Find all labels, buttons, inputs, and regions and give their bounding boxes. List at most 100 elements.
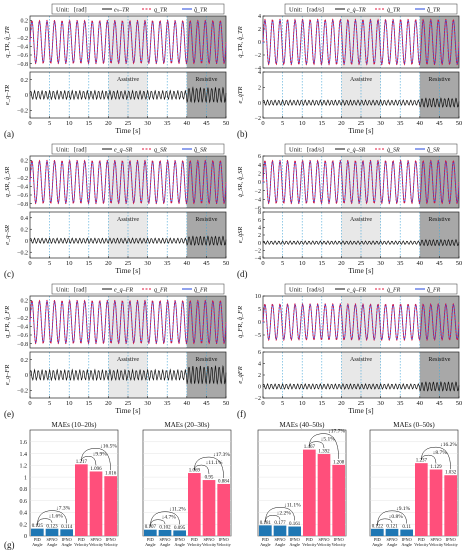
bottom-y-axis-label: e_q̇SR [237, 227, 244, 244]
bar-value-label: 0.121 [386, 524, 398, 529]
improvement-label: ↓17.3% [213, 452, 230, 458]
y-tick-label: 2 [258, 27, 261, 33]
bar-category-label: PID [374, 537, 381, 542]
y-tick-label: 5 [258, 307, 261, 313]
bar-value-label: 0.114 [61, 525, 73, 530]
resistive-label: Resistive [428, 77, 450, 83]
x-tick-label: 35 [397, 400, 404, 407]
series-error-line [29, 86, 227, 104]
series-error-line [262, 381, 460, 392]
panel-g: 1.6 1.4 1.2 1 0.8 0.6 0.4 0.2 0 MAEs (10–20s) 0.12… [4, 421, 459, 550]
legend-box [284, 143, 458, 155]
x-tick-label: 30 [377, 400, 384, 407]
y-tick-label: 4 [258, 163, 261, 169]
improvement-label: ↓16.2% [440, 442, 457, 448]
y-tick-label: −0.8 [17, 202, 28, 208]
bar-category-label: Velocity [74, 542, 89, 547]
legend-unit-label: Unit: [289, 287, 303, 294]
improvement-label: ↓11.1% [284, 502, 301, 508]
resistive-label: Resistive [428, 357, 450, 363]
legend-unit-label: Unit: [56, 7, 70, 14]
x-tick-label: 10 [299, 260, 306, 267]
improvement-bracket [421, 446, 451, 470]
bar [173, 530, 186, 536]
bar-value-label: 0.884 [218, 479, 230, 484]
bar-value-label: 0.102 [159, 525, 171, 530]
y-tick-label: −6 [255, 206, 261, 212]
x-tick-label: 40 [184, 120, 191, 127]
series-actual-line [262, 303, 460, 341]
bar-category-label: SPNO [204, 537, 215, 542]
legend-entry: e_q–FR [114, 288, 133, 294]
y-tick-label: −0.4 [17, 185, 28, 191]
bar [188, 473, 201, 536]
x-tick-label: 40 [184, 260, 191, 267]
improvement-label: ↓1.6% [49, 514, 64, 520]
x-tick-label: 10 [299, 400, 306, 407]
resistive-label: Resistive [195, 77, 217, 83]
y-tick-label: 0.2 [21, 78, 29, 84]
x-axis-label: Time [s] [348, 266, 373, 275]
legend: Unit: [rad/s] e_q̇–TR q̇_TR q̇̂_TR [284, 3, 458, 15]
bar [288, 526, 301, 536]
x-axis-label: Time [s] [348, 126, 373, 135]
y-tick-label: 2 [258, 373, 261, 379]
bar-category-label: Angle [387, 542, 398, 547]
x-tick-label: 35 [164, 260, 171, 267]
y-tick-label: −4 [255, 198, 261, 204]
y-tick-label: 2 [258, 233, 261, 239]
series-actual-line [262, 159, 460, 205]
bar-category-label: Angle [289, 542, 300, 547]
y-tick-label: 0 [258, 320, 261, 326]
resistive-label: Resistive [428, 217, 450, 223]
assistive-label: Assistive [350, 77, 372, 83]
resistive-region [186, 352, 226, 398]
legend-entry: q̇̂_SR [427, 148, 440, 154]
improvement-bracket [194, 456, 224, 478]
improvement-label: ↓5.1% [321, 437, 336, 443]
panel-tag: (g) [4, 540, 15, 550]
y-tick-label: −2 [255, 53, 261, 59]
x-tick-label: 50 [223, 260, 230, 267]
bar-category-label: PID [191, 537, 198, 542]
y-tick-label: −2 [255, 249, 261, 255]
improvement-bracket [37, 510, 67, 526]
y-tick-label: 6 [258, 350, 261, 356]
bar-group: MAEs (20–30s)0.107PIDAngle0.102SPNOAngle… [142, 421, 232, 547]
y-tick-label: −0.2 [17, 36, 28, 42]
x-tick-label: 5 [48, 260, 51, 267]
x-tick-label: 20 [105, 400, 112, 407]
bar-value-label: 0.11 [402, 525, 411, 530]
y-tick-label: 4 [258, 14, 261, 20]
x-tick-label: 50 [456, 260, 463, 267]
legend-entry: e_q̇–TR [347, 8, 366, 14]
x-tick-label: 5 [281, 260, 284, 267]
bar-value-label: 0.123 [46, 524, 58, 529]
y-tick-label: −5 [255, 333, 261, 339]
y-tick-label: −4 [255, 256, 261, 262]
legend-entry: q_FR [154, 288, 168, 294]
x-tick-label: 15 [319, 260, 326, 267]
x-tick-label: 45 [203, 120, 210, 127]
legend-unit-label: Unit: [289, 7, 303, 14]
improvement-label: ↓11.1% [206, 460, 223, 466]
legend-entry: q̇_SR [387, 148, 400, 154]
series-error-line [29, 365, 227, 385]
bar-category-label: SPNO [91, 537, 102, 542]
x-tick-label: 15 [319, 400, 326, 407]
x-tick-label: 35 [397, 120, 404, 127]
bar-group-title: MAEs (20–30s) [165, 421, 211, 429]
y-tick-label: 4 [258, 70, 261, 76]
x-tick-label: 30 [144, 260, 151, 267]
top-y-axis-label: q_SR, q̂_SR [4, 167, 11, 198]
panel-tag: (c) [4, 269, 14, 279]
y-tick-label: −2 [255, 189, 261, 195]
y-tick-label: 1.4 [20, 452, 28, 458]
y-tick-label: 0 [258, 101, 261, 107]
legend-unit-value: [rad/s] [307, 147, 324, 154]
x-tick-label: 40 [417, 400, 424, 407]
x-tick-label: 30 [377, 120, 384, 127]
legend-entry: q̇̂_FR [427, 288, 441, 294]
x-tick-label: 25 [358, 400, 365, 407]
bar-category-label: Angle [61, 542, 72, 547]
